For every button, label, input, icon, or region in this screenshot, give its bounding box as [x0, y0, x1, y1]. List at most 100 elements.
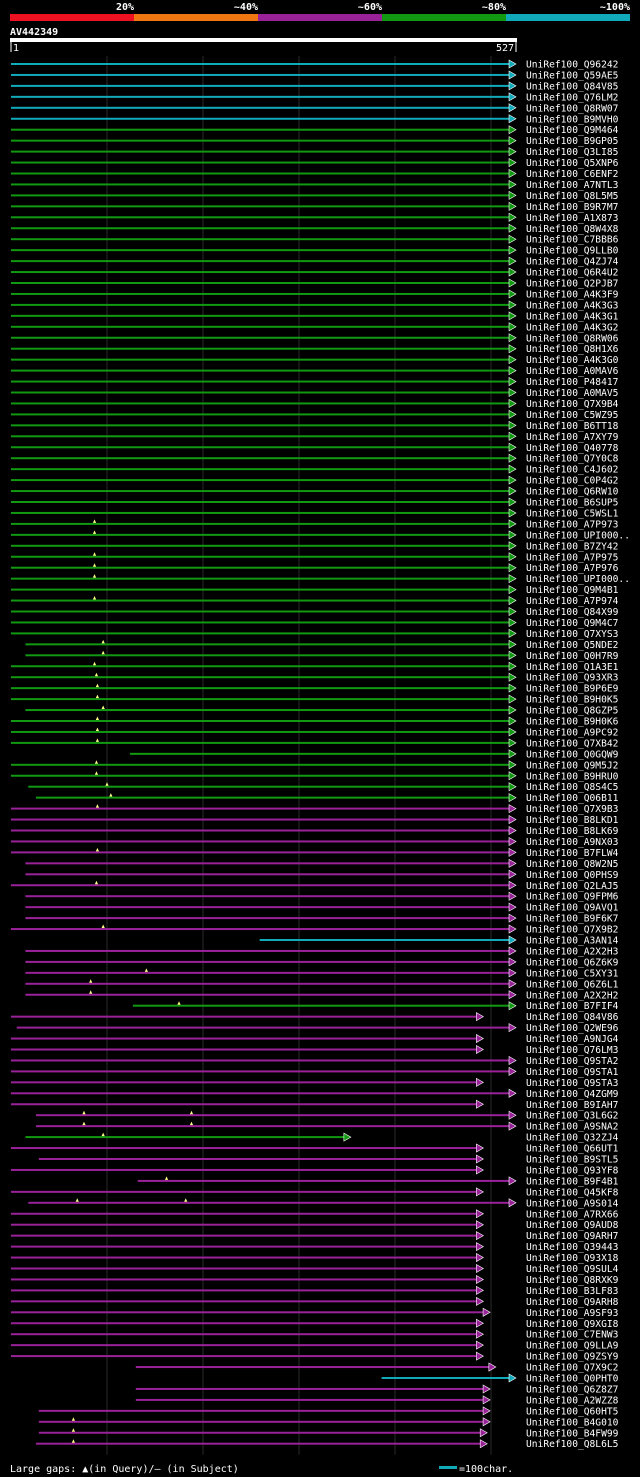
hit-row: UniRef100_Q4ZJ74 [11, 256, 619, 268]
hit-label: UniRef100_B4FW99 [526, 1428, 619, 1439]
hit-bar [11, 1344, 478, 1347]
hit-end-arrow [482, 1307, 491, 1317]
hit-bar [135, 1398, 485, 1401]
hit-end-arrow [508, 541, 517, 551]
hit-bar [11, 698, 510, 701]
hit-label: UniRef100_A0MAV6 [526, 366, 619, 377]
hit-label: UniRef100_B7ZY42 [526, 541, 618, 552]
hit-end-arrow [508, 891, 517, 901]
hit-row: UniRef100_A4K3G2 [11, 322, 618, 333]
hit-row: UniRef100_Q6Z6L1 [25, 979, 619, 990]
hit-bar [11, 282, 510, 284]
hit-label: UniRef100_Q84X99 [526, 607, 619, 618]
hit-row: UniRef100_A9PC92 [11, 727, 618, 738]
hit-row: UniRef100_Q9AVQ1 [25, 902, 619, 914]
color-key-bar-40 [134, 14, 258, 21]
hit-end-arrow [508, 201, 517, 211]
hit-bar [38, 1420, 485, 1423]
query-gap-marker [164, 1176, 169, 1180]
hit-bar [11, 117, 510, 120]
hit-label: UniRef100_A4K3F9 [526, 289, 619, 300]
hit-bar [11, 205, 510, 208]
hit-end-arrow [508, 267, 517, 277]
hit-row: UniRef100_A7XY79 [11, 431, 619, 443]
query-gap-marker [71, 1439, 76, 1443]
hit-row: UniRef100_A9NX03 [11, 836, 619, 848]
hit-label: UniRef100_A7XY79 [526, 432, 619, 443]
hit-bar [11, 1245, 478, 1248]
query-gap-marker [95, 727, 100, 731]
hit-label: UniRef100_Q5NDE2 [526, 640, 618, 651]
query-name: AV442349 [10, 27, 58, 38]
hit-label: UniRef100_Q76LM2 [526, 92, 618, 103]
hit-end-arrow [508, 92, 517, 102]
hit-label: UniRef100_A9S014 [526, 1198, 619, 1209]
hit-bar [11, 1311, 485, 1314]
hit-label: UniRef100_Q6Z6K9 [526, 957, 619, 968]
hit-end-arrow [476, 1253, 484, 1263]
hit-label: UniRef100_Q76LM3 [526, 1045, 619, 1056]
hit-end-arrow [508, 289, 517, 299]
hit-row: UniRef100_A9SF93 [11, 1307, 619, 1319]
hit-bar [16, 1026, 510, 1029]
hit-row: UniRef100_C5WSL1 [11, 508, 619, 519]
hit-label: UniRef100_A9SNA2 [526, 1122, 618, 1133]
hit-bar [11, 1048, 478, 1051]
hit-end-arrow [476, 1077, 484, 1087]
hit-bar [259, 939, 510, 941]
hit-row: UniRef100_Q9M5J2 [11, 760, 618, 771]
hit-row: UniRef100_Q40778 [11, 442, 619, 454]
hit-label: UniRef100_B9IAH7 [526, 1100, 619, 1111]
query-gap-marker [94, 880, 99, 885]
hit-end-arrow [508, 497, 517, 507]
hit-row: UniRef100_Q6Z8Z7 [135, 1384, 619, 1395]
hit-bar [11, 95, 510, 98]
hit-row: UniRef100_A7NTL3 [11, 179, 619, 191]
hit-label: UniRef100_C5WSL1 [526, 508, 619, 519]
hit-label: UniRef100_Q7XYS3 [526, 629, 619, 640]
query-gap-marker [71, 1417, 76, 1421]
hit-bar [11, 774, 510, 777]
hit-bar [130, 752, 510, 755]
hit-label: UniRef100_Q1A3E1 [526, 662, 619, 673]
hit-row: UniRef100_Q8RXK9 [11, 1274, 619, 1286]
query-gap-marker [144, 968, 148, 972]
hit-bar [11, 490, 510, 493]
hit-end-arrow [476, 1285, 484, 1295]
hit-end-arrow [476, 1231, 484, 1241]
hit-row: UniRef100_A7P976 [11, 563, 619, 574]
hit-row: UniRef100_B7FLW4 [11, 847, 619, 859]
hit-label: UniRef100_Q9STA1 [526, 1067, 619, 1078]
hit-end-arrow [508, 552, 517, 562]
hit-end-arrow [479, 1439, 488, 1449]
hit-end-arrow [508, 1110, 517, 1120]
hit-end-arrow [508, 158, 517, 168]
hit-bar [11, 829, 510, 832]
hit-label: UniRef100_A3AN14 [526, 936, 619, 947]
hit-bar [11, 807, 510, 810]
hit-end-arrow [508, 716, 517, 726]
hit-row: UniRef100_Q84X99 [11, 606, 619, 618]
hit-row: UniRef100_Q60HT5 [38, 1406, 618, 1417]
hit-row: UniRef100_B7ZY42 [11, 541, 618, 552]
hit-end-arrow [476, 1274, 484, 1284]
hit-label: UniRef100_Q0PHS9 [526, 870, 619, 881]
hit-end-arrow [508, 1023, 517, 1033]
hit-end-arrow [508, 519, 517, 529]
hit-end-arrow [508, 333, 517, 343]
hit-row: UniRef100_A7RX66 [11, 1209, 619, 1220]
hit-end-arrow [508, 771, 517, 781]
query-gap-marker [92, 661, 97, 666]
hit-end-arrow [476, 1012, 484, 1022]
hit-label: UniRef100_Q6RW10 [526, 487, 619, 498]
hit-bar [11, 599, 510, 602]
hit-end-arrow [482, 1384, 491, 1394]
query-gap-marker [92, 563, 97, 567]
hit-label: UniRef100_Q9ARH7 [526, 1231, 619, 1242]
hit-label: UniRef100_Q93X18 [526, 1253, 619, 1264]
hit-label: UniRef100_B9H0K5 [526, 695, 618, 706]
hit-label: UniRef100_Q4ZGM9 [526, 1089, 619, 1100]
hit-label: UniRef100_P48417 [526, 377, 619, 388]
hit-end-arrow [508, 344, 517, 354]
footer: Large gaps: ▲(in Query)/– (in Subject) =… [10, 1464, 513, 1475]
